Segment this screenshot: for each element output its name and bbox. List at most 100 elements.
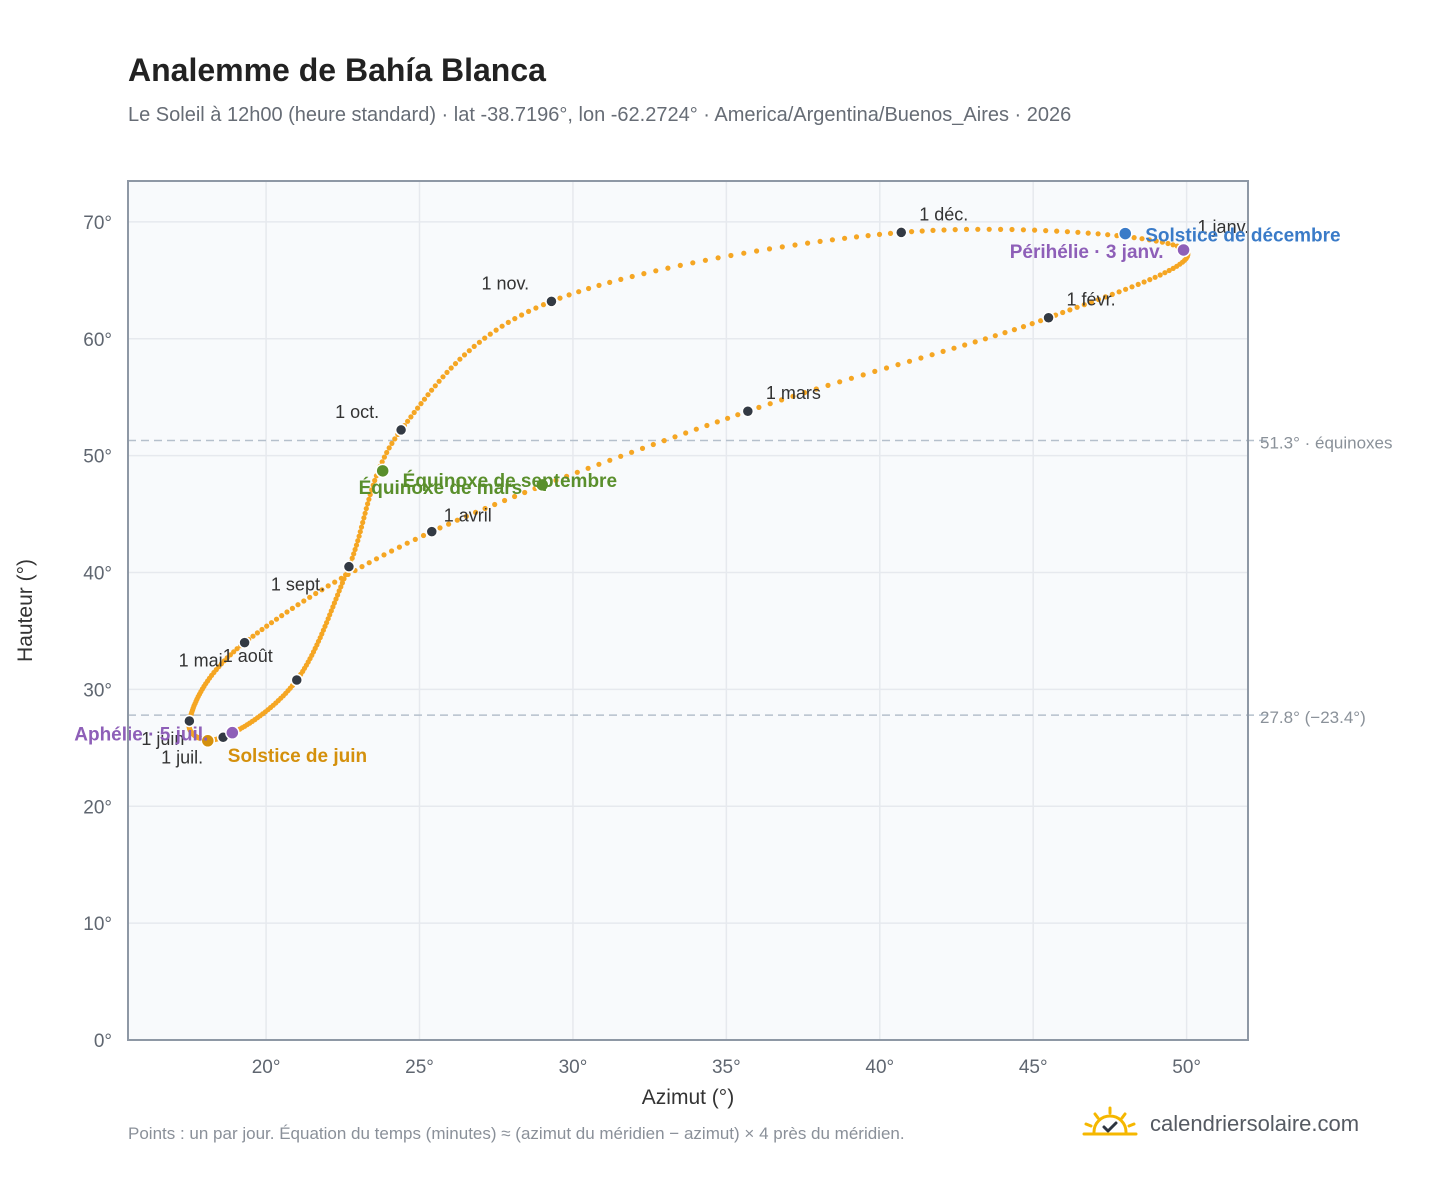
day-point	[848, 375, 855, 381]
day-point	[499, 323, 505, 329]
day-point	[1074, 304, 1080, 310]
event-label: Périhélie · 3 janv.	[1010, 242, 1164, 263]
day-point	[361, 515, 367, 521]
month-label: 1 févr.	[1067, 290, 1116, 310]
month-label: 1 sept.	[271, 575, 325, 595]
day-point	[876, 231, 883, 237]
day-point	[639, 445, 646, 451]
day-point	[482, 505, 488, 512]
y-tick-label: 70°	[83, 213, 112, 234]
day-point	[1170, 242, 1176, 248]
day-point	[389, 440, 395, 446]
day-point	[533, 305, 539, 311]
day-point	[415, 405, 421, 411]
day-point	[585, 465, 591, 471]
day-point	[665, 265, 671, 271]
x-tick-label: 50°	[1172, 1057, 1201, 1078]
day-point	[369, 487, 375, 493]
day-point	[1105, 232, 1111, 238]
day-point	[735, 412, 741, 418]
day-point	[779, 244, 785, 250]
day-point	[704, 422, 710, 429]
day-point	[336, 588, 342, 594]
month-label: 1 juin	[141, 729, 184, 749]
day-point	[437, 525, 443, 531]
day-point	[487, 331, 493, 337]
day-point	[540, 302, 547, 308]
day-point	[332, 579, 338, 585]
day-point	[362, 510, 368, 516]
day-point	[349, 555, 355, 561]
event-marker	[534, 477, 550, 493]
day-point	[279, 613, 285, 619]
day-point	[1032, 227, 1038, 233]
day-point	[930, 227, 936, 233]
day-point	[1152, 274, 1158, 280]
month-label: 1 déc.	[919, 204, 968, 224]
day-point	[693, 426, 699, 432]
day-point	[1131, 235, 1137, 241]
y-tick-label: 50°	[83, 447, 112, 468]
day-point	[557, 295, 563, 301]
month-marker	[394, 423, 408, 437]
day-point	[982, 336, 989, 342]
day-point	[1011, 327, 1018, 333]
day-point	[586, 285, 592, 292]
day-point	[951, 345, 957, 351]
day-point	[792, 242, 798, 248]
day-point	[341, 576, 347, 582]
day-point	[906, 358, 913, 364]
day-point	[333, 596, 339, 602]
sun-check-icon	[1082, 1106, 1138, 1136]
day-point	[522, 489, 528, 496]
day-point	[429, 387, 435, 393]
day-point	[250, 633, 256, 639]
day-point	[941, 227, 947, 233]
day-point	[231, 649, 237, 655]
day-point	[454, 517, 460, 523]
y-tick-label: 20°	[83, 797, 112, 818]
x-tick-label: 45°	[1019, 1057, 1048, 1078]
day-point	[596, 282, 602, 288]
day-point	[367, 492, 373, 498]
day-point	[566, 292, 572, 298]
day-point	[325, 583, 331, 589]
day-point	[1157, 272, 1163, 278]
day-point	[1020, 227, 1026, 233]
brand[interactable]: calendriersolaire.com	[1082, 1104, 1359, 1144]
month-marker	[425, 525, 439, 538]
event-marker	[375, 463, 390, 479]
day-point	[384, 449, 390, 456]
x-tick-label: 35°	[712, 1057, 741, 1078]
x-tick-label: 20°	[252, 1057, 281, 1078]
day-point	[918, 355, 924, 361]
day-point	[1043, 228, 1049, 234]
day-point	[805, 240, 811, 246]
day-point	[381, 454, 387, 460]
reference-line-label: 51.3° · équinoxes	[1260, 433, 1393, 452]
x-axis-label: Azimut (°)	[642, 1086, 734, 1109]
day-point	[779, 397, 785, 403]
day-point	[370, 482, 376, 488]
day-point	[929, 352, 935, 358]
day-point	[352, 546, 358, 553]
y-axis-label: Hauteur (°)	[14, 559, 37, 662]
plot-area	[128, 181, 1248, 1040]
day-point	[473, 509, 479, 515]
y-tick-label: 30°	[83, 680, 112, 701]
y-tick-label: 60°	[83, 330, 112, 351]
month-label: 1 août	[223, 646, 273, 666]
month-marker	[238, 636, 251, 649]
day-point	[307, 594, 313, 600]
day-point	[476, 339, 482, 345]
day-point	[289, 605, 295, 612]
day-point	[519, 312, 525, 318]
day-point	[1081, 302, 1087, 308]
day-point	[1123, 286, 1129, 292]
event-marker	[1176, 242, 1191, 258]
day-point	[618, 453, 624, 459]
day-point	[1165, 240, 1171, 247]
day-point	[790, 393, 796, 399]
